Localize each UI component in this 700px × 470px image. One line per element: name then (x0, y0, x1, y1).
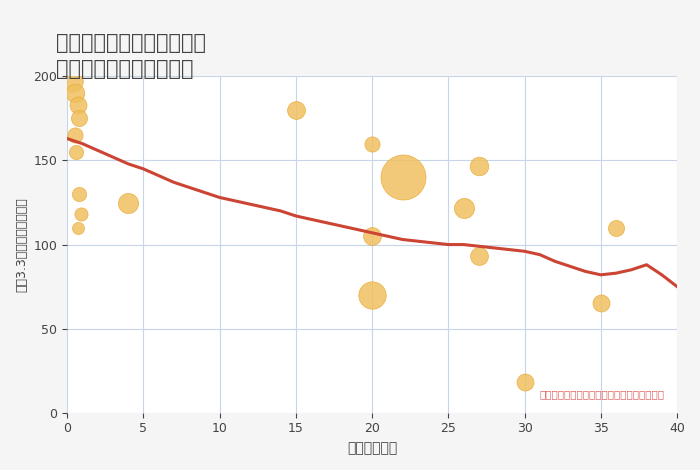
Point (76, 211, 87, 218)
Point (519, 379, 530, 386)
Point (69, 89, 80, 97)
Point (367, 232, 378, 240)
Point (290, 106, 302, 114)
Point (595, 300, 606, 307)
Y-axis label: 坪（3.3㎡）単価（万円）: 坪（3.3㎡）単価（万円） (15, 197, 28, 292)
Point (473, 162, 484, 169)
Point (72, 101, 83, 109)
Point (397, 173, 408, 181)
Point (69, 132, 80, 139)
Point (458, 204, 469, 212)
Point (66, 78, 77, 85)
Point (74, 115, 85, 122)
Point (72, 224, 83, 232)
Point (610, 224, 622, 232)
Text: 円の大きさは、取引のあった物件面積を示す: 円の大きさは、取引のあった物件面積を示す (540, 389, 665, 400)
Point (367, 140, 378, 148)
Point (122, 199, 134, 206)
Point (473, 252, 484, 260)
Point (367, 291, 378, 299)
Point (74, 190, 85, 198)
Point (71, 149, 82, 156)
Text: 兵庫県神戸市灘区日尾町の
築年数別中古戸建て価格: 兵庫県神戸市灘区日尾町の 築年数別中古戸建て価格 (56, 33, 206, 79)
X-axis label: 築年数（年）: 築年数（年） (347, 441, 397, 455)
